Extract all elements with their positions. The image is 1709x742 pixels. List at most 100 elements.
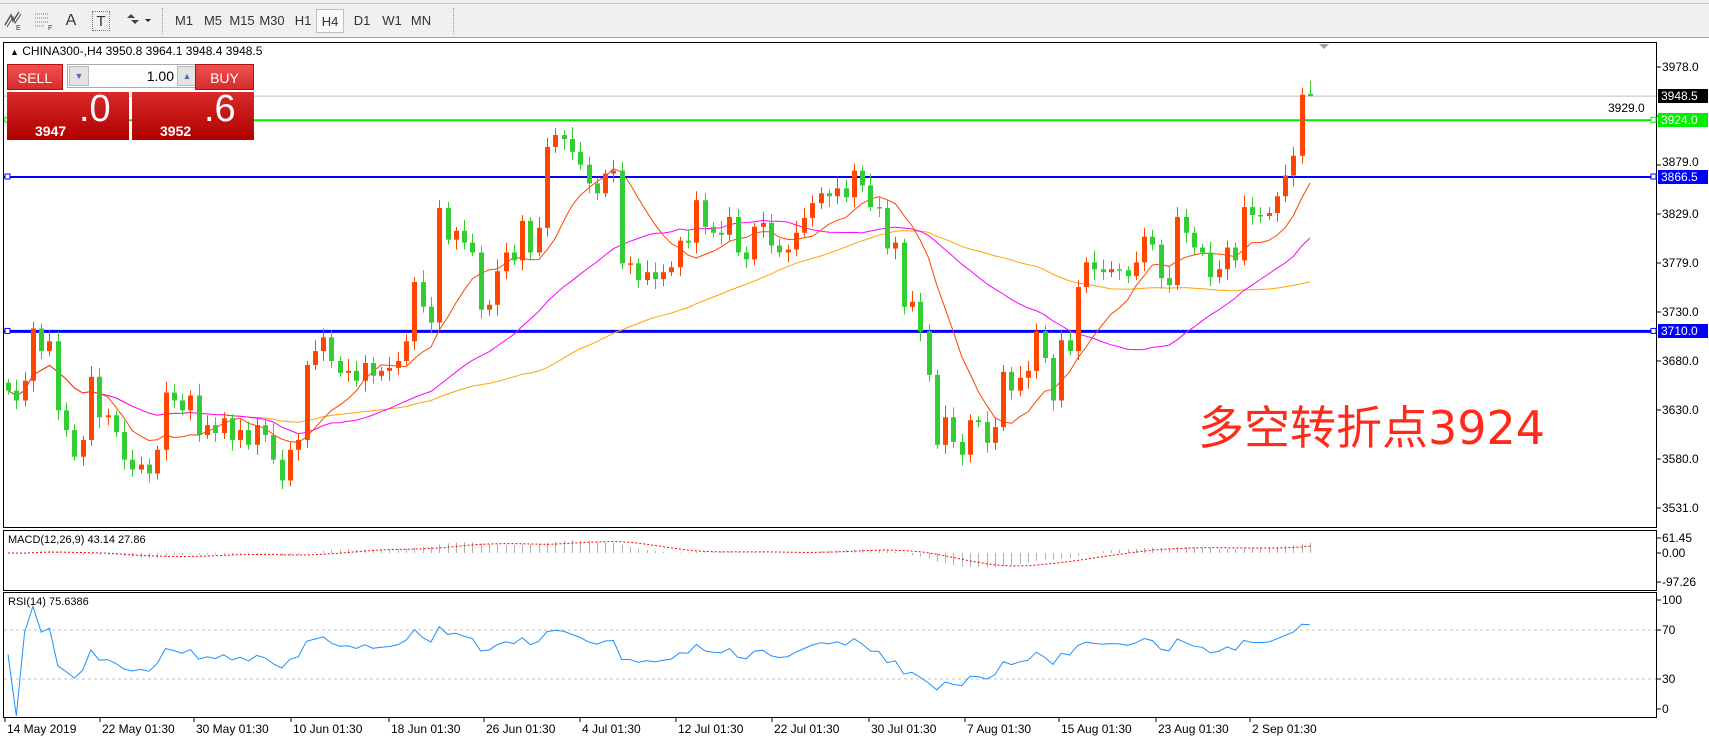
level-handle-icon [1650,116,1657,123]
candle-bullish [1225,247,1230,270]
volume-input[interactable]: 1.00 [146,68,174,84]
candle-bearish [1043,331,1048,359]
candle-bullish [661,272,666,280]
level-handle-icon [4,327,11,334]
timeframe-mn-button[interactable]: MN [410,13,432,28]
collapse-triangle-icon[interactable]: ▲ [10,47,19,57]
price-level-tag: 3866.5 [1658,170,1708,184]
buy-price-fraction: .6 [204,88,236,130]
candle-bearish [1051,358,1056,401]
timeframe-m15-button[interactable]: M15 [229,13,255,28]
candle-bullish [188,395,193,411]
candle-bullish [1109,269,1114,273]
time-axis-label: 2 Sep 01:30 [1252,722,1317,736]
timeframe-m5-button[interactable]: M5 [203,13,223,28]
chart-annotation-text[interactable]: 多空转折点3924 [1198,401,1546,455]
candle-bearish [587,164,592,184]
price-level-tag: 3710.0 [1658,324,1708,339]
price-axis-label: 3531.0 [1662,501,1699,515]
time-axis-label: 10 Jun 01:30 [293,722,363,736]
candle-bullish [669,267,674,273]
main-panel-border [3,42,1657,528]
price-axis-label: 3580.0 [1662,452,1699,466]
candle-bearish [844,188,849,198]
candle-bearish [64,410,69,431]
fibonacci-icon[interactable]: F [32,9,56,33]
candle-bearish [902,242,907,307]
decrease-volume-icon[interactable]: ▼ [69,66,89,86]
ma-slow-line [7,230,1311,423]
text-label-icon[interactable]: T [92,11,110,31]
candle-bearish [1068,340,1073,352]
rsi-line [7,604,1311,716]
candle-bearish [653,272,658,280]
timeframe-h4-button[interactable]: H4 [316,9,344,33]
time-axis-label: 22 May 01:30 [102,722,175,736]
increase-volume-icon[interactable]: ▲ [177,66,197,86]
elliott-wave-icon[interactable]: E [2,9,24,33]
candle-bullish [164,392,169,450]
candle-bearish [960,441,965,455]
time-axis-label: 14 May 2019 [7,722,77,736]
candle-bullish [802,217,807,233]
volume-stepper[interactable]: ▼ 1.00 ▲ [67,64,199,88]
text-icon[interactable]: A [65,12,77,29]
candle-bearish [1258,214,1263,217]
candle-bullish [727,216,732,235]
candle-bearish [918,301,923,332]
price-level-tag: 3948.5 [1658,89,1708,104]
ma-fast-line [7,168,1311,443]
buy-button[interactable]: BUY [195,64,254,90]
candle-bearish [927,331,932,375]
candle-bearish [97,376,102,418]
timeframe-m30-button[interactable]: M30 [259,13,285,28]
time-axis-label: 7 Aug 01:30 [967,722,1032,736]
candle-bullish [31,328,36,381]
candle-bearish [180,400,185,411]
candle-bullish [910,301,915,307]
rsi-axis-label: 0 [1662,702,1669,716]
candle-bearish [213,425,218,434]
candle-bullish [611,170,616,174]
candle-bullish [238,430,243,440]
candle-bearish [446,208,451,240]
candle-bearish [280,459,285,481]
sell-button[interactable]: SELL [7,64,63,90]
candle-bearish [329,337,334,362]
timeframe-h1-button[interactable]: H1 [294,13,312,28]
candle-bullish [1242,207,1247,261]
candle-bullish [1291,155,1296,176]
arrows-dropdown-icon[interactable] [122,9,156,33]
level-handle-icon [4,173,11,180]
candle-bearish [1208,252,1213,278]
sell-price[interactable]: 3947 .0 [7,88,129,140]
chart-canvas[interactable] [0,38,1709,742]
candle-bearish [147,464,152,474]
toolbar-separator [453,8,454,34]
buy-price[interactable]: 3952 .6 [132,88,254,140]
candle-bullish [81,439,86,457]
timeframe-d1-button[interactable]: D1 [353,13,371,28]
candle-bullish [794,232,799,250]
candle-bearish [703,200,708,227]
price-axis-label: 3730.0 [1662,305,1699,319]
candle-bearish [1101,269,1106,273]
candle-bearish [1159,244,1164,279]
candle-bullish [645,272,650,281]
candle-bearish [338,361,343,373]
candle-bearish [595,183,600,194]
candle-bearish [885,208,890,249]
candle-bullish [1217,269,1222,278]
candle-bullish [487,304,492,310]
macd-axis-label: 61.45 [1662,531,1693,545]
time-axis-label: 30 May 01:30 [196,722,269,736]
candle-bullish [139,464,144,470]
candle-bullish [23,380,28,401]
candle-bearish [246,430,251,445]
candle-bullish [1175,216,1180,286]
candle-bearish [1192,232,1197,248]
timeframe-w1-button[interactable]: W1 [382,13,402,28]
timeframe-m1-button[interactable]: M1 [174,13,194,28]
time-axis-label: 26 Jun 01:30 [486,722,556,736]
candle-bullish [1076,287,1081,352]
